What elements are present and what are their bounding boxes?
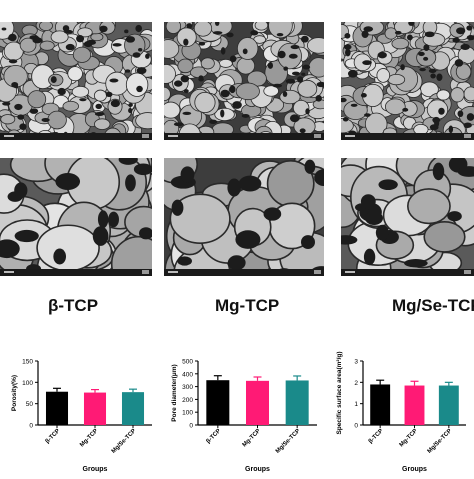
- y-tick-label: 500: [182, 359, 193, 366]
- x-tick-label-btcp: β-TCP: [206, 428, 223, 445]
- sem-scale-bar: [164, 133, 324, 140]
- sem-scale-bar: [0, 133, 152, 140]
- sem-image-mgsetcp-high: [341, 158, 474, 276]
- sem-image-mgtcp-high: [164, 158, 324, 276]
- x-tick-label-btcp: β-TCP: [368, 428, 385, 445]
- y-tick-label: 0: [354, 423, 358, 430]
- y-tick-label: 50: [26, 401, 34, 408]
- y-tick-label: 100: [22, 380, 33, 387]
- y-tick-label: 150: [22, 359, 33, 366]
- sem-texture: [0, 158, 152, 269]
- bar-btcp: [46, 392, 68, 425]
- sem-scale-bar: [341, 269, 474, 276]
- y-tick-label: 0: [189, 423, 193, 430]
- sem-texture: [341, 22, 474, 133]
- bar-mgsetcp: [122, 392, 144, 425]
- x-tick-label-mgtcp: Mg-TCP: [399, 428, 419, 448]
- specific-surface-area-chart: 0 1 2 3 Specific surface area(m²/g) β-TCP Mg-T…: [325, 345, 474, 474]
- sem-texture: [341, 158, 474, 269]
- sem-image-mgsetcp-low: [341, 22, 474, 140]
- pore-diameter-chart: 0 100 200 300 400 500 Pore diameter(μm) β-TCP Mg…: [160, 345, 325, 474]
- group-label-mgsetcp: Mg/Se-TCP: [392, 296, 474, 316]
- y-tick-label: 0: [29, 423, 33, 430]
- x-tick-label-btcp: β-TCP: [45, 428, 62, 445]
- sem-image-btcp-high: [0, 158, 152, 276]
- x-axis-label: Groups: [402, 466, 427, 473]
- sem-scale-bar: [164, 269, 324, 276]
- sem-texture: [0, 22, 152, 133]
- x-tick-label-mgsetcp: Mg/Se-TCP: [111, 428, 138, 455]
- y-tick-label: 400: [182, 371, 193, 378]
- y-tick-label: 300: [182, 384, 193, 391]
- y-tick-label: 1: [354, 401, 358, 408]
- x-tick-label-mgsetcp: Mg/Se-TCP: [275, 428, 302, 455]
- bar-mgtcp: [405, 386, 425, 425]
- group-label-mgtcp: Mg-TCP: [215, 296, 279, 316]
- bar-btcp: [370, 384, 390, 425]
- y-tick-label: 100: [182, 410, 193, 417]
- bar-mgsetcp: [286, 380, 309, 425]
- porosity-chart: 0 50 100 150 Porosity(%) β-TCP Mg-TCP Mg/Se-TCP…: [0, 345, 160, 474]
- sem-image-btcp-low: [0, 22, 152, 140]
- y-tick-label: 200: [182, 397, 193, 404]
- x-axis-label: Groups: [245, 466, 270, 473]
- sem-texture: [164, 22, 324, 133]
- y-axis-label: Pore diameter(μm): [171, 364, 178, 421]
- bar-mgtcp: [246, 381, 269, 425]
- bar-btcp: [206, 380, 229, 425]
- x-tick-label-mgsetcp: Mg/Se-TCP: [427, 428, 454, 455]
- x-tick-label-mgtcp: Mg-TCP: [242, 428, 262, 448]
- y-tick-label: 3: [354, 359, 358, 366]
- bar-mgtcp: [84, 393, 106, 425]
- y-axis-label: Specific surface area(m²/g): [336, 351, 343, 434]
- x-axis-label: Groups: [83, 466, 108, 473]
- sem-texture: [164, 158, 324, 269]
- x-tick-label-mgtcp: Mg-TCP: [79, 428, 99, 448]
- y-tick-label: 2: [354, 380, 358, 387]
- group-label-btcp: β-TCP: [48, 296, 98, 316]
- bar-mgsetcp: [439, 386, 459, 425]
- sem-scale-bar: [341, 133, 474, 140]
- y-axis-label: Porosity(%): [11, 375, 18, 411]
- sem-scale-bar: [0, 269, 152, 276]
- sem-image-mgtcp-low: [164, 22, 324, 140]
